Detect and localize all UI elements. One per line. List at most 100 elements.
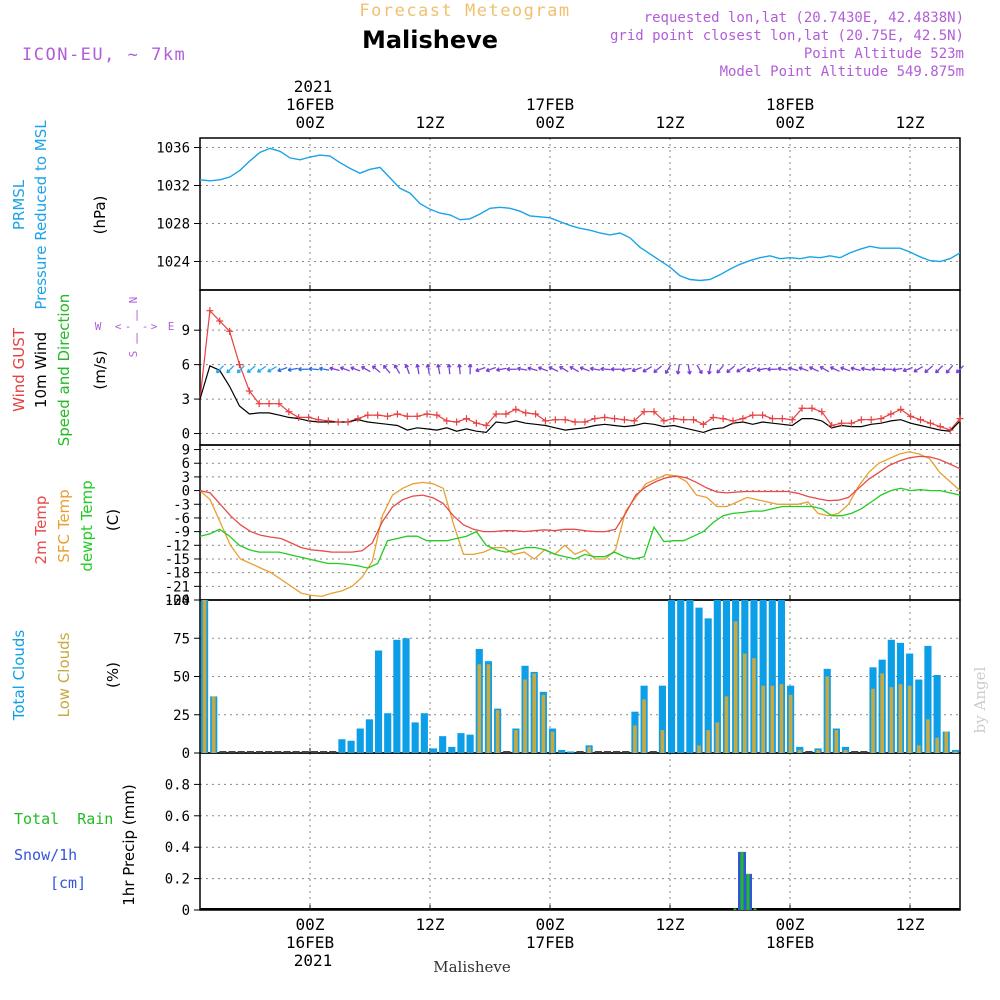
total-cloud-bar — [558, 749, 566, 753]
wind-direction-arrow — [664, 364, 672, 375]
bottom-hour-label: 00Z — [776, 915, 805, 934]
low-cloud-bar — [495, 710, 500, 753]
p3-dewpt-label: dewpt Temp — [78, 480, 96, 571]
wind-direction-arrow — [767, 366, 778, 372]
y-tick-label: 0.8 — [165, 777, 190, 793]
panel-1: 1024 1028 1032 1036 — [156, 137, 961, 291]
wind-direction-arrow — [361, 366, 371, 373]
wind-direction-arrow — [446, 363, 452, 375]
bottom-year: 2021 — [294, 951, 333, 970]
wind-direction-arrow — [308, 366, 319, 372]
super-title: Forecast Meteogram — [359, 1, 570, 21]
gust-marker — [453, 418, 461, 426]
gust-marker — [650, 408, 658, 416]
low-cloud-bar — [532, 673, 537, 753]
low-cloud-bar — [898, 684, 903, 753]
total-cloud-bar — [777, 600, 786, 753]
t2m-line — [199, 455, 961, 553]
y-tick-label: 1032 — [156, 179, 190, 195]
gust-marker — [532, 410, 540, 418]
bottom-hour-label: 12Z — [656, 915, 685, 934]
total-cloud-bar — [219, 751, 227, 753]
total-cloud-bar — [420, 713, 428, 753]
total-cloud-bar — [393, 639, 401, 753]
y-tick-label: 3 — [182, 470, 190, 486]
wind-direction-arrow — [527, 366, 538, 372]
panel-frame — [199, 137, 961, 291]
gust-marker — [275, 400, 283, 408]
gust-marker — [462, 415, 470, 423]
top-hour-label: 12Z — [896, 113, 925, 132]
total-cloud-bar — [677, 600, 685, 753]
total-cloud-bar — [768, 600, 776, 753]
y-tick-label: 3 — [182, 392, 190, 408]
total-cloud-bar — [329, 751, 337, 753]
total-cloud-bar — [658, 685, 666, 753]
gust-marker — [541, 417, 549, 425]
wind-direction-arrow — [457, 363, 462, 375]
gust-marker — [709, 413, 717, 421]
total-cloud-bar — [429, 748, 438, 753]
total-cloud-bar — [567, 751, 575, 753]
bottom-hour-labels: 00Z 12Z 00Z 12Z 00Z 12Z — [296, 915, 925, 934]
compass-left-arrow: < — [115, 320, 122, 333]
precip-series — [200, 851, 960, 910]
p1-prmsl-label: PRMSL — [10, 179, 28, 230]
gust-marker — [601, 413, 609, 421]
gust-marker — [265, 400, 273, 408]
gust-marker — [364, 411, 372, 419]
p2-gust-label: Wind GUST — [10, 327, 28, 412]
low-cloud-bar — [697, 745, 701, 753]
wind-direction-arrow — [746, 366, 757, 373]
wind-direction-arrow — [913, 366, 923, 373]
model-altitude: Model Point Altitude 549.875m — [720, 64, 964, 80]
wind-direction-arrow — [675, 364, 681, 375]
wind-direction-arrow — [548, 366, 559, 372]
wind-direction-arrow — [496, 367, 507, 372]
y-tick-label: 0.4 — [165, 840, 190, 856]
wind-direction-arrow — [829, 366, 840, 372]
wind-direction-arrow — [579, 366, 590, 372]
model-label: ICON-EU, ~ 7km — [22, 45, 186, 65]
wind-direction-arrow — [809, 366, 819, 372]
total-cloud-bar — [603, 751, 612, 753]
wind-direction-arrow — [506, 366, 517, 372]
gust-marker — [235, 361, 243, 369]
p5-snow-label: Snow/1h — [14, 846, 77, 864]
wind-direction-arrow — [236, 365, 245, 374]
low-cloud-bar — [880, 673, 884, 753]
gust-marker — [551, 416, 559, 424]
wind-direction-arrow — [610, 366, 622, 372]
total-cloud-bar — [915, 679, 923, 753]
gust-marker — [384, 412, 392, 420]
y-tick-label: 50 — [173, 670, 190, 686]
wind-direction-arrow — [246, 365, 256, 374]
p5-cm-label: [cm] — [50, 874, 86, 892]
total-cloud-bar — [402, 638, 410, 753]
panels: 102410281032103603699630-3-6-9-12-15-18-… — [156, 137, 964, 919]
total-cloud-bar — [310, 751, 319, 753]
gust-marker — [838, 419, 846, 427]
pressure-series — [199, 147, 961, 282]
wind-direction-arrow — [787, 366, 799, 372]
y-tick-label: 9 — [182, 323, 190, 339]
p4-total-clouds-label: Total Clouds — [10, 630, 28, 722]
wind-direction-arrow — [600, 366, 611, 372]
total-cloud-bar — [576, 751, 584, 753]
wind-direction-arrow — [329, 366, 340, 372]
low-cloud-bar — [834, 730, 839, 753]
total-cloud-bar — [338, 739, 346, 753]
gust-marker — [374, 411, 382, 419]
low-cloud-bar — [633, 725, 637, 753]
low-cloud-bar — [761, 685, 765, 753]
wind-direction-arrow — [226, 365, 235, 374]
low-cloud-bar — [871, 688, 875, 753]
low-cloud-bar — [742, 653, 747, 753]
y-tick-label: -3 — [173, 497, 190, 513]
wind-direction-arrow — [819, 366, 830, 373]
low-cloud-bar — [816, 749, 820, 753]
total-cloud-bar — [356, 728, 364, 753]
dewpt-line — [199, 487, 961, 569]
total-cloud-bar — [713, 600, 721, 753]
